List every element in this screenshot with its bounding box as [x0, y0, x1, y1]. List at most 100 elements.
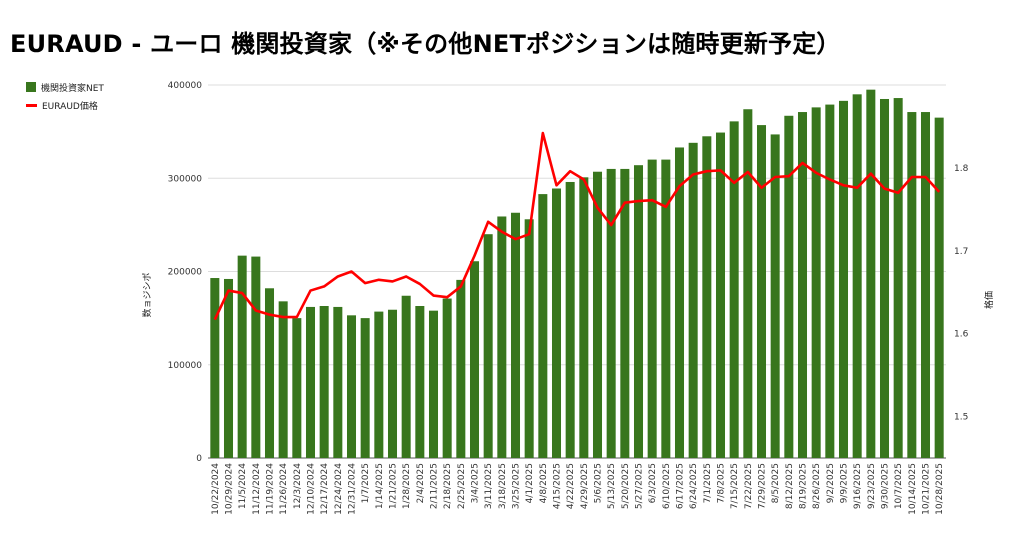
x-tick-label: 6/24/2025 [689, 463, 699, 509]
x-tick-label: 5/6/2025 [594, 463, 604, 503]
bar [702, 136, 712, 458]
x-tick-label: 4/1/2025 [525, 463, 535, 503]
bar [456, 279, 466, 458]
x-tick-label: 2/18/2025 [443, 463, 453, 509]
x-tick-label: 7/29/2025 [758, 463, 768, 509]
x-tick-label: 3/4/2025 [471, 463, 481, 503]
x-tick-label: 10/7/2025 [894, 463, 904, 509]
bar [579, 177, 589, 458]
bar [305, 306, 316, 458]
x-tick-label: 2/11/2025 [430, 463, 440, 509]
bar [387, 309, 398, 458]
bar [661, 159, 671, 458]
bar [756, 125, 767, 458]
bar [852, 94, 862, 458]
x-tick-label: 5/27/2025 [635, 463, 645, 509]
series-line-price [213, 131, 941, 321]
y-right-tick-label: 1.6 [954, 330, 969, 340]
legend-swatch-price [26, 103, 37, 107]
bar [565, 181, 575, 459]
bar [907, 112, 917, 458]
bar [620, 168, 630, 459]
bar [510, 212, 521, 458]
x-tick-label: 10/22/2024 [211, 463, 221, 515]
bar [674, 147, 685, 459]
bar [469, 261, 480, 458]
x-tick-label: 12/24/2024 [334, 463, 344, 515]
x-tick-label: 7/8/2025 [717, 463, 727, 503]
x-tick-label: 9/9/2025 [840, 463, 850, 503]
x-tick-label: 7/1/2025 [703, 463, 713, 503]
bar [811, 107, 821, 458]
x-tick-label: 10/21/2025 [922, 463, 932, 515]
x-tick-label: 3/11/2025 [484, 463, 494, 509]
bar [866, 89, 876, 458]
bar [647, 159, 657, 458]
bar [319, 306, 329, 458]
bar [223, 278, 234, 458]
x-tick-label: 11/12/2024 [252, 463, 262, 515]
x-tick-label: 2/25/2025 [457, 463, 467, 509]
x-tick-label: 6/3/2025 [648, 463, 658, 503]
x-tick-label: 11/19/2024 [266, 463, 276, 515]
bar [825, 104, 835, 459]
bar [251, 256, 261, 458]
x-tick-label: 3/25/2025 [512, 463, 522, 509]
bar [442, 298, 452, 458]
y-left-tick-label: 400000 [168, 81, 203, 91]
bar [428, 310, 439, 458]
x-tick-label: 9/2/2025 [826, 463, 836, 503]
x-tick-label: 6/17/2025 [676, 463, 686, 509]
bar [743, 109, 753, 459]
bar [210, 278, 220, 458]
x-tick-label: 5/20/2025 [621, 463, 631, 509]
y-left-tick-label: 100000 [168, 361, 203, 371]
x-tick-label: 10/14/2025 [908, 463, 918, 515]
x-tick-label: 12/17/2024 [320, 463, 330, 515]
bar [606, 168, 616, 459]
x-tick-label: 10/29/2024 [225, 463, 235, 515]
x-tick-label: 11/26/2024 [279, 463, 289, 515]
chart-title: EURAUD - ユーロ 機関投資家（※その他NETポジションは随時更新予定） [10, 30, 841, 58]
y-left-axis-title: 数ョジシポ [141, 272, 153, 317]
bar [729, 121, 739, 459]
bar [633, 165, 644, 458]
bar [551, 188, 562, 458]
bar [237, 255, 247, 458]
y-left-tick-label: 0 [196, 454, 202, 464]
bar [497, 216, 507, 458]
legend-item-price: EURAUD価格 [26, 96, 104, 114]
x-tick-label: 4/29/2025 [580, 463, 590, 509]
x-tick-label: 12/31/2024 [348, 463, 358, 515]
x-tick-label: 11/5/2024 [238, 463, 248, 509]
bar [278, 301, 288, 458]
x-tick-label: 4/15/2025 [553, 463, 563, 509]
y-left-tick-label: 300000 [168, 174, 203, 184]
bar [333, 306, 343, 458]
x-tick-label: 6/10/2025 [662, 463, 672, 509]
bar [893, 98, 903, 459]
bar [292, 318, 302, 458]
bar [797, 112, 808, 458]
x-tick-label: 1/7/2025 [361, 463, 371, 503]
legend-label-price: EURAUD価格 [42, 101, 98, 112]
bar [538, 194, 548, 459]
x-tick-label: 12/3/2024 [293, 463, 303, 509]
y-right-axis-title: 格価 [983, 291, 995, 309]
bar [784, 115, 794, 459]
legend-label-net: 機関投資家NET [41, 83, 104, 94]
bar [838, 100, 849, 458]
bar [346, 315, 357, 458]
x-tick-label: 4/22/2025 [566, 463, 576, 509]
x-tick-label: 8/26/2025 [812, 463, 822, 509]
x-tick-label: 9/30/2025 [881, 463, 891, 509]
x-tick-label: 9/23/2025 [867, 463, 877, 509]
bar [401, 295, 411, 458]
legend-swatch-net [26, 82, 36, 92]
x-tick-label: 1/28/2025 [402, 463, 412, 509]
bar [360, 318, 370, 458]
x-tick-label: 7/15/2025 [730, 463, 740, 509]
bar [715, 132, 726, 458]
y-right-tick-label: 1.8 [954, 164, 969, 174]
x-tick-label: 2/4/2025 [416, 463, 426, 503]
